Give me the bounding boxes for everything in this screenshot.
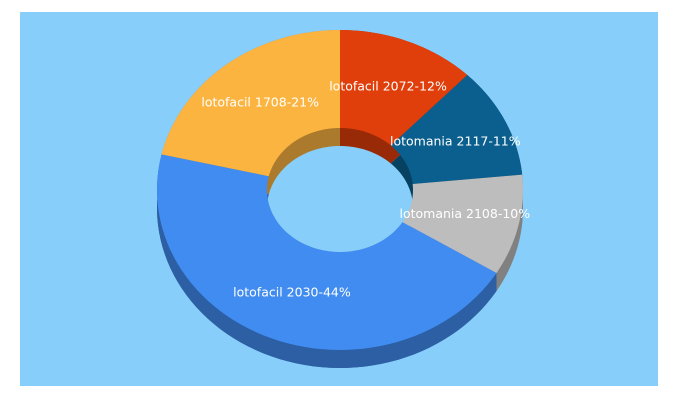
slice	[161, 30, 340, 177]
data-label: lotofacil 2030-44%	[233, 284, 351, 299]
data-label: lotomania 2108-10%	[399, 206, 530, 221]
slice-wall	[496, 174, 523, 291]
slice	[390, 75, 523, 185]
slice	[340, 30, 468, 146]
slice	[402, 174, 523, 273]
slice-tops	[157, 30, 523, 350]
data-label: lotomania 2117-11%	[390, 133, 521, 148]
data-label: lotofacil 2072-12%	[329, 79, 447, 94]
slice	[157, 154, 497, 350]
labels: lotofacil 2072-12% lotomania 2117-11% loto…	[201, 79, 530, 300]
data-label: lotofacil 1708-21%	[201, 95, 319, 110]
